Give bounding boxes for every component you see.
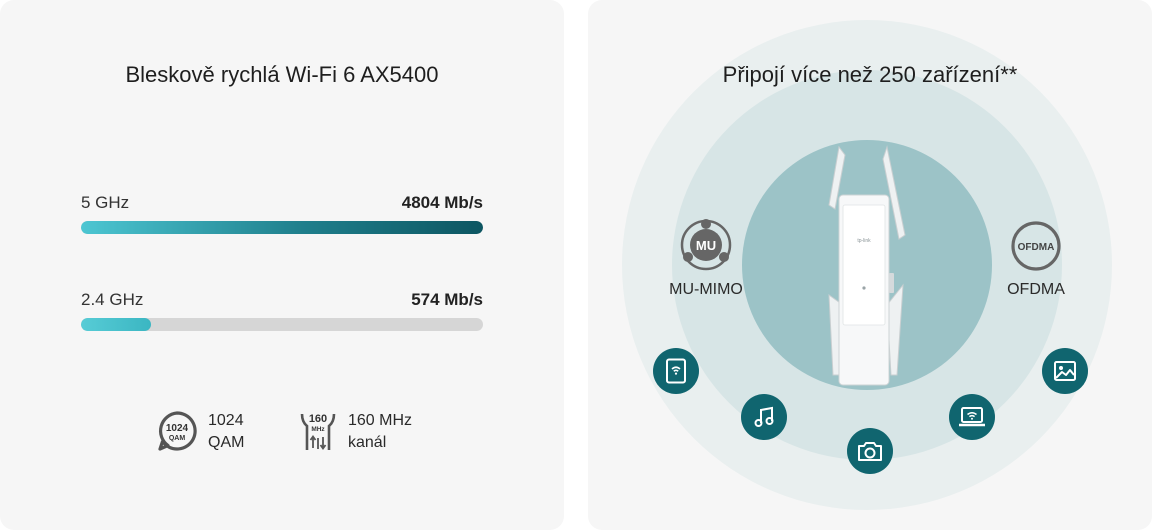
svg-text:1024: 1024 xyxy=(166,423,189,434)
brand-mark: tp-link xyxy=(857,238,871,244)
device-camera xyxy=(847,428,893,474)
feature-channel: 160 MHz 160 MHz kanál xyxy=(298,410,412,454)
speed-title: Bleskově rychlá Wi-Fi 6 AX5400 xyxy=(125,62,439,87)
mu-mimo-icon: MU xyxy=(680,219,732,271)
band-label: 2.4 GHz xyxy=(81,290,144,309)
devices-panel: Připojí více než 250 zařízení** tp-link … xyxy=(588,0,1152,530)
svg-text:MHz: MHz xyxy=(311,426,325,433)
tablet-icon xyxy=(666,358,686,384)
feature-channel-label: 160 MHz kanál xyxy=(348,412,413,451)
camera-icon xyxy=(858,442,882,461)
speed-bar-track xyxy=(81,318,483,331)
speed-bar-track xyxy=(81,221,483,234)
device-laptop xyxy=(949,394,995,440)
qam-badge-icon: 1024 QAM xyxy=(158,411,197,451)
speed-panel: Bleskově rychlá Wi-Fi 6 AX5400 5 GHz 480… xyxy=(0,0,564,530)
svg-text:MU: MU xyxy=(696,238,716,253)
music-note-icon xyxy=(754,406,774,427)
band-speed: 4804 Mb/s xyxy=(401,193,483,212)
ofdma-icon: OFDMA xyxy=(1011,221,1061,271)
channel-160-icon: 160 MHz xyxy=(300,413,336,451)
range-extender-device: tp-link xyxy=(828,145,906,386)
band-label: 5 GHz xyxy=(81,193,130,212)
device-image xyxy=(1042,348,1088,394)
band-speed: 574 Mb/s xyxy=(411,290,483,309)
svg-text:OFDMA: OFDMA xyxy=(1018,242,1055,253)
svg-text:160: 160 xyxy=(309,413,327,425)
speed-bar-fill xyxy=(81,318,152,331)
image-icon xyxy=(1054,361,1076,381)
ofdma-label: OFDMA xyxy=(1007,281,1065,298)
svg-text:QAM: QAM xyxy=(169,435,186,442)
mu-mimo-label: MU-MIMO xyxy=(669,281,743,298)
device-music xyxy=(741,394,787,440)
feature-qam: 1024 QAM 1024 QAM xyxy=(156,410,244,454)
devices-title: Připojí více než 250 zařízení** xyxy=(722,62,1018,87)
feature-qam-label: 1024 QAM xyxy=(208,412,245,451)
speed-bar-fill xyxy=(81,221,483,234)
device-tablet xyxy=(653,348,699,394)
laptop-icon xyxy=(959,407,985,427)
